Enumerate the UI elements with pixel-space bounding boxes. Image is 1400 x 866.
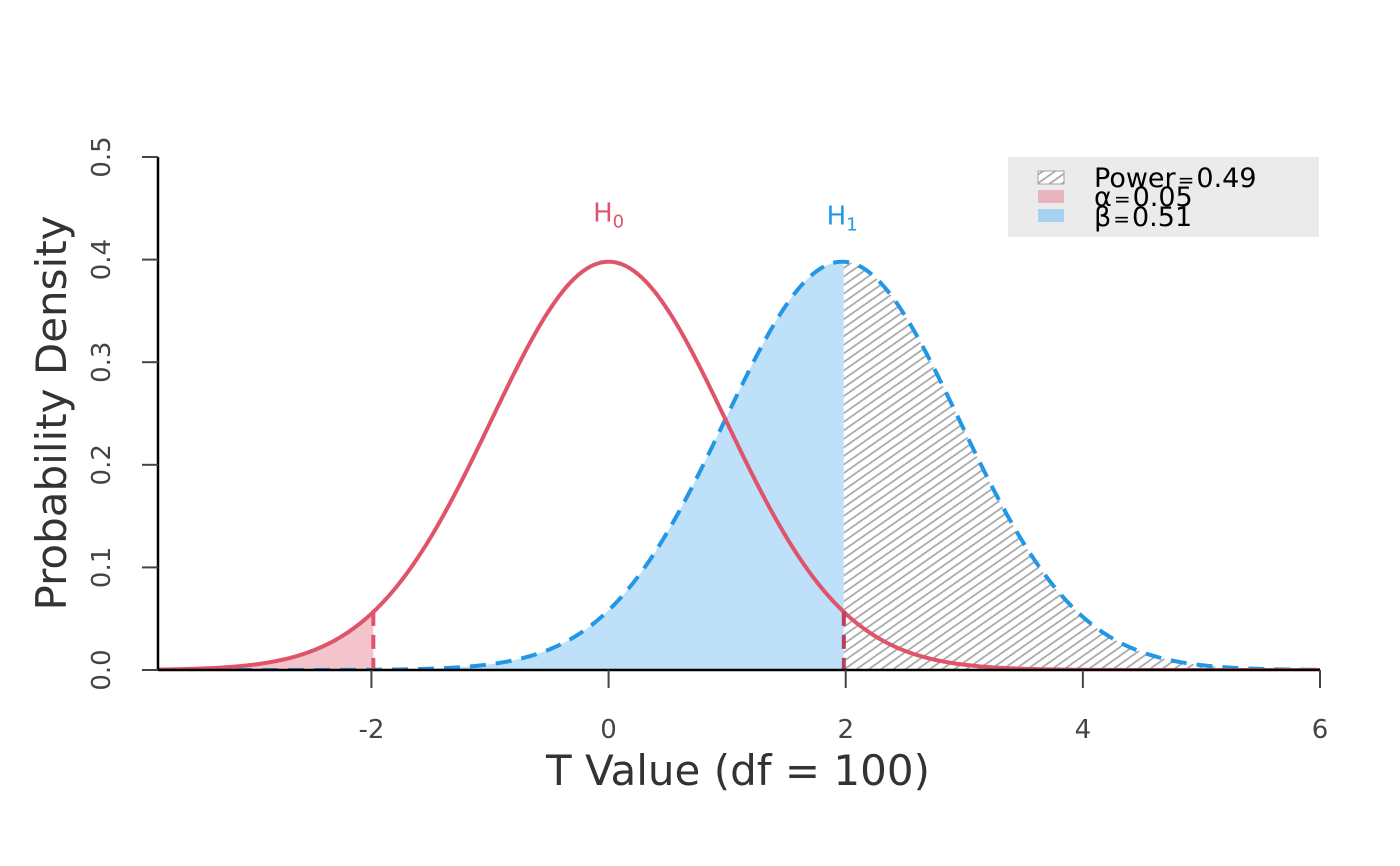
x-tick-label: 4 xyxy=(1075,715,1092,745)
y-tick-label: 0.5 xyxy=(87,136,117,177)
x-tick-label: 2 xyxy=(837,715,854,745)
x-tick-label: -2 xyxy=(358,715,384,745)
legend-beta-value: 0.51 xyxy=(1132,202,1192,233)
h1-label-main: H xyxy=(827,202,847,232)
y-tick-label: 0.0 xyxy=(87,649,117,690)
y-tick-label: 0.3 xyxy=(87,342,117,383)
h0-label-main: H xyxy=(593,198,613,228)
legend-beta-symbol: β xyxy=(1094,202,1111,233)
legend-power-symbol: Power xyxy=(1094,163,1177,194)
y-tick-label: 0.2 xyxy=(87,444,117,485)
h0-label: H0 xyxy=(593,198,624,232)
legend-swatch-power xyxy=(1037,170,1065,185)
y-ticks: 0.0 0.1 0.2 0.3 0.4 0.5 xyxy=(87,136,158,691)
plot-area xyxy=(158,259,1320,671)
alpha-area xyxy=(158,611,374,670)
legend-swatch-alpha xyxy=(1038,190,1064,203)
y-tick-label: 0.4 xyxy=(87,239,117,280)
axes: -2 0 2 4 6 0.0 0.1 0.2 0.3 0.4 0.5 xyxy=(87,136,1328,745)
legend-alpha-eq: = xyxy=(1114,187,1131,211)
x-tick-label: 6 xyxy=(1312,715,1329,745)
y-axis-title: Probability Density xyxy=(27,215,76,610)
h1-label-sub: 1 xyxy=(846,215,857,236)
legend-beta-eq: = xyxy=(1113,207,1130,231)
x-axis-title: T Value (df = 100) xyxy=(545,746,930,795)
x-ticks: -2 0 2 4 6 xyxy=(358,670,1328,745)
h0-label-sub: 0 xyxy=(613,211,624,232)
x-tick-label: 0 xyxy=(600,715,617,745)
h1-label: H1 xyxy=(827,202,858,236)
legend-power-value: 0.49 xyxy=(1196,163,1256,194)
legend-entry-alpha: α =0.05 xyxy=(1094,182,1193,213)
legend-alpha-symbol: α xyxy=(1094,182,1112,213)
legend-entry-power: Power =0.49 xyxy=(1094,163,1257,194)
legend-power-eq: = xyxy=(1178,168,1195,192)
legend-swatch-beta xyxy=(1038,209,1064,222)
legend-alpha-value: 0.05 xyxy=(1133,182,1193,213)
legend: Power =0.49 α =0.05 β =0.51 xyxy=(1008,157,1319,237)
legend-entry-beta: β =0.51 xyxy=(1094,202,1192,233)
power-area xyxy=(843,261,1320,670)
y-tick-label: 0.1 xyxy=(87,547,117,588)
beta-area xyxy=(158,261,844,670)
